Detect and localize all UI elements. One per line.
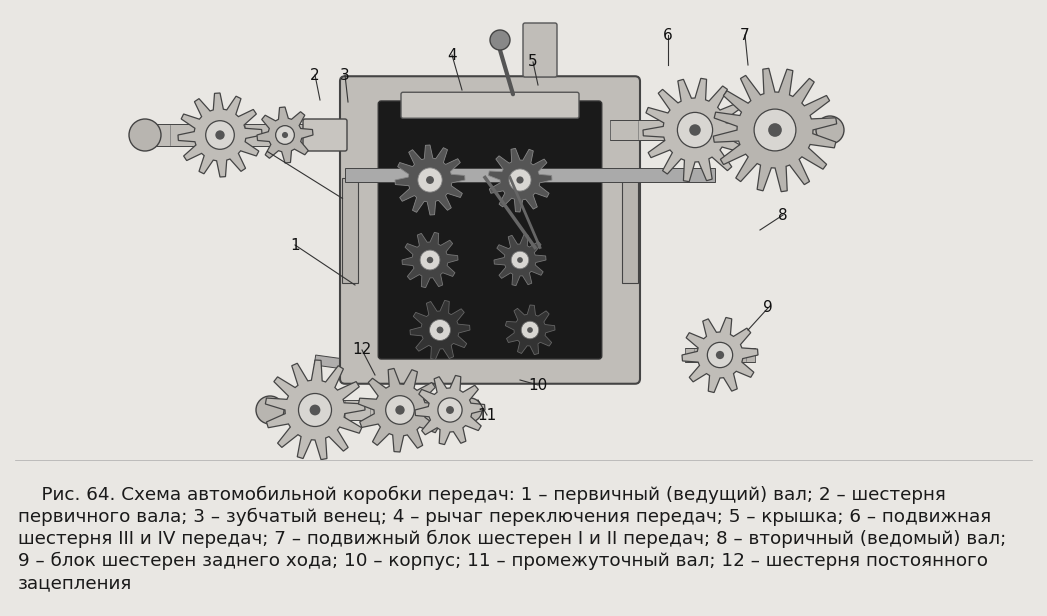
Polygon shape [346,168,715,182]
Circle shape [396,405,405,415]
Text: 6: 6 [663,28,673,43]
Circle shape [310,405,320,415]
Circle shape [511,251,529,269]
Circle shape [282,132,288,138]
Text: 10: 10 [529,378,548,392]
Text: 5: 5 [528,54,538,70]
Text: 2: 2 [310,68,319,83]
Polygon shape [339,135,351,175]
FancyBboxPatch shape [303,119,347,151]
Circle shape [527,327,533,333]
Circle shape [754,109,796,151]
Bar [342,177,358,283]
Circle shape [418,168,442,192]
Polygon shape [358,368,442,452]
Polygon shape [488,148,552,212]
Circle shape [275,126,294,144]
Bar [622,177,638,283]
FancyBboxPatch shape [378,101,602,359]
Polygon shape [270,400,470,420]
Text: 12: 12 [353,342,372,357]
Polygon shape [395,145,465,215]
Bar [0,460,1047,616]
Polygon shape [410,301,470,360]
FancyBboxPatch shape [524,23,557,77]
Polygon shape [257,107,313,163]
Polygon shape [415,375,485,445]
Circle shape [216,131,225,140]
Polygon shape [402,232,458,288]
Circle shape [438,398,462,422]
Circle shape [385,395,415,424]
Text: зацепления: зацепления [18,574,132,592]
Text: 8: 8 [778,208,787,222]
Text: 1: 1 [290,238,299,253]
Circle shape [768,123,782,137]
Circle shape [429,320,450,341]
Text: первичного вала; 3 – зубчатый венец; 4 – рычаг переключения передач; 5 – крышка;: первичного вала; 3 – зубчатый венец; 4 –… [18,508,992,526]
Circle shape [437,326,444,333]
FancyBboxPatch shape [340,76,640,384]
Text: 3: 3 [340,68,350,83]
Circle shape [257,396,284,424]
Circle shape [677,112,713,148]
Polygon shape [643,78,747,182]
Text: 4: 4 [447,47,456,62]
Circle shape [427,257,433,263]
Polygon shape [506,305,555,355]
Polygon shape [178,93,262,177]
Polygon shape [265,360,365,460]
Polygon shape [605,127,641,178]
Circle shape [426,176,433,184]
Circle shape [521,321,539,339]
Circle shape [716,351,725,359]
Circle shape [708,342,733,368]
Circle shape [129,119,161,151]
FancyBboxPatch shape [401,92,579,118]
Circle shape [458,398,482,422]
Text: Рис. 64. Схема автомобильной коробки передач: 1 – первичный (ведущий) вал; 2 – ш: Рис. 64. Схема автомобильной коробки пер… [18,486,945,505]
Polygon shape [713,68,837,192]
Polygon shape [494,234,545,286]
Text: 9 – блок шестерен заднего хода; 10 – корпус; 11 – промежуточный вал; 12 – шестер: 9 – блок шестерен заднего хода; 10 – кор… [18,552,988,570]
Circle shape [517,257,522,263]
Polygon shape [685,348,755,362]
Polygon shape [144,124,346,146]
Circle shape [509,169,531,191]
Text: 11: 11 [477,408,496,423]
Circle shape [516,176,524,184]
Circle shape [490,30,510,50]
Polygon shape [610,120,830,140]
Polygon shape [314,355,450,384]
Circle shape [420,250,440,270]
Circle shape [816,116,844,144]
Circle shape [205,121,235,149]
Text: 9: 9 [763,301,773,315]
Text: шестерня III и IV передач; 7 – подвижный блок шестерен I и II передач; 8 – втори: шестерня III и IV передач; 7 – подвижный… [18,530,1006,548]
Polygon shape [682,317,758,392]
Circle shape [446,406,454,414]
Circle shape [689,124,700,136]
Circle shape [298,394,332,426]
Text: 7: 7 [740,28,750,43]
